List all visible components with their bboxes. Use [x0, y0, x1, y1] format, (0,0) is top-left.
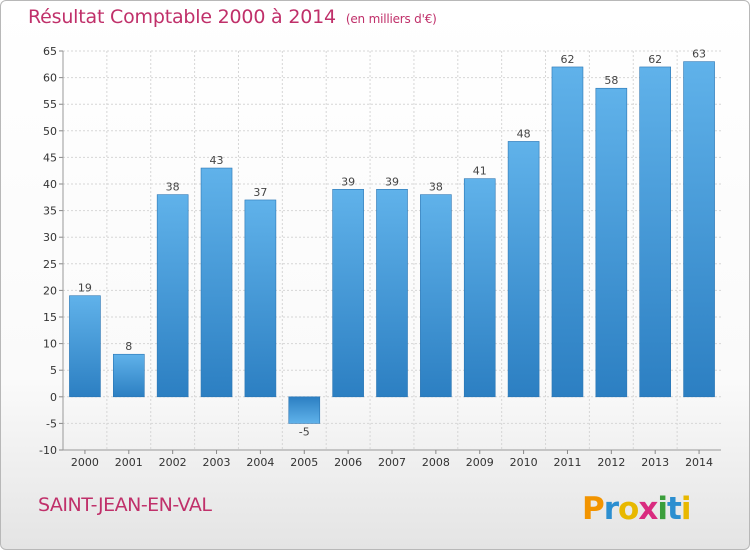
y-tick-label: 55 — [43, 98, 57, 111]
x-tick-label: 2008 — [422, 456, 450, 469]
data-label: 48 — [517, 127, 531, 140]
x-tick-label: 2010 — [510, 456, 538, 469]
title-unit: (en milliers d'€) — [345, 12, 437, 26]
x-tick-label: 2009 — [466, 456, 494, 469]
data-labels: 19 8 38 43 37 -5 39 39 38 41 48 62 58 62 63 — [78, 48, 706, 439]
bar — [639, 66, 672, 398]
bar — [507, 141, 540, 398]
y-tick-label: 60 — [43, 72, 57, 85]
bar — [595, 87, 628, 398]
x-tick-label: 2000 — [71, 456, 99, 469]
bar — [683, 61, 715, 398]
y-tick-label: 35 — [43, 205, 57, 218]
x-tick-label: 2001 — [115, 456, 143, 469]
y-tick-label: 50 — [43, 125, 57, 138]
title-text: Résultat Comptable 2000 à 2014 — [28, 6, 336, 28]
x-tick-label: 2003 — [203, 456, 231, 469]
x-tick-label: 2014 — [685, 456, 713, 469]
bars — [69, 61, 715, 424]
data-label: 19 — [78, 282, 92, 295]
commune-name: SAINT-JEAN-EN-VAL — [38, 494, 212, 516]
data-label: -5 — [299, 425, 310, 438]
data-label: 63 — [692, 48, 706, 61]
bar — [156, 194, 189, 398]
chart-title: Résultat Comptable 2000 à 2014 (en millie… — [28, 6, 437, 28]
bar — [69, 295, 101, 398]
y-tick-label: 40 — [43, 178, 57, 191]
y-tick-label: -5 — [46, 417, 57, 430]
bar — [244, 199, 277, 398]
svg-text:Proxiti: Proxiti — [582, 491, 690, 527]
data-label: 37 — [253, 186, 267, 199]
proxiti-logo: Proxiti — [582, 491, 691, 527]
data-label: 62 — [560, 53, 574, 66]
data-label: 38 — [429, 181, 443, 194]
data-label: 39 — [385, 175, 399, 188]
x-tick-label: 2006 — [334, 456, 362, 469]
bar — [288, 396, 321, 424]
bar — [551, 66, 584, 398]
data-label: 38 — [166, 181, 180, 194]
bar — [200, 167, 233, 398]
axes: -10 -5 0 5 10 15 20 25 30 35 40 45 50 55 60 65 2000 2001 2… — [39, 45, 721, 469]
data-label: 43 — [210, 154, 224, 167]
y-tick-label: 25 — [43, 258, 57, 271]
x-tick-label: 2013 — [641, 456, 669, 469]
data-label: 39 — [341, 175, 355, 188]
data-label: 8 — [125, 340, 132, 353]
y-tick-label: 45 — [43, 151, 57, 164]
y-tick-label: 65 — [43, 45, 57, 58]
y-tick-label: 20 — [43, 284, 57, 297]
x-tick-label: 2007 — [378, 456, 406, 469]
x-tick-label: 2005 — [290, 456, 318, 469]
y-tick-label: -10 — [39, 444, 57, 457]
bar — [113, 353, 145, 398]
y-tick-label: 5 — [50, 364, 57, 377]
y-tick-label: 15 — [43, 311, 57, 324]
y-tick-label: 30 — [43, 231, 57, 244]
y-tick-label: 10 — [43, 338, 57, 351]
y-tick-label: 0 — [50, 391, 57, 404]
bar — [332, 189, 364, 398]
x-tick-label: 2002 — [159, 456, 187, 469]
x-tick-label: 2004 — [246, 456, 274, 469]
bar — [376, 189, 408, 398]
bar — [463, 178, 496, 398]
x-tick-label: 2012 — [597, 456, 625, 469]
x-tick-label: 2011 — [553, 456, 581, 469]
data-label: 62 — [648, 53, 662, 66]
bar — [420, 194, 452, 398]
data-label: 58 — [604, 74, 618, 87]
data-label: 41 — [473, 165, 487, 178]
